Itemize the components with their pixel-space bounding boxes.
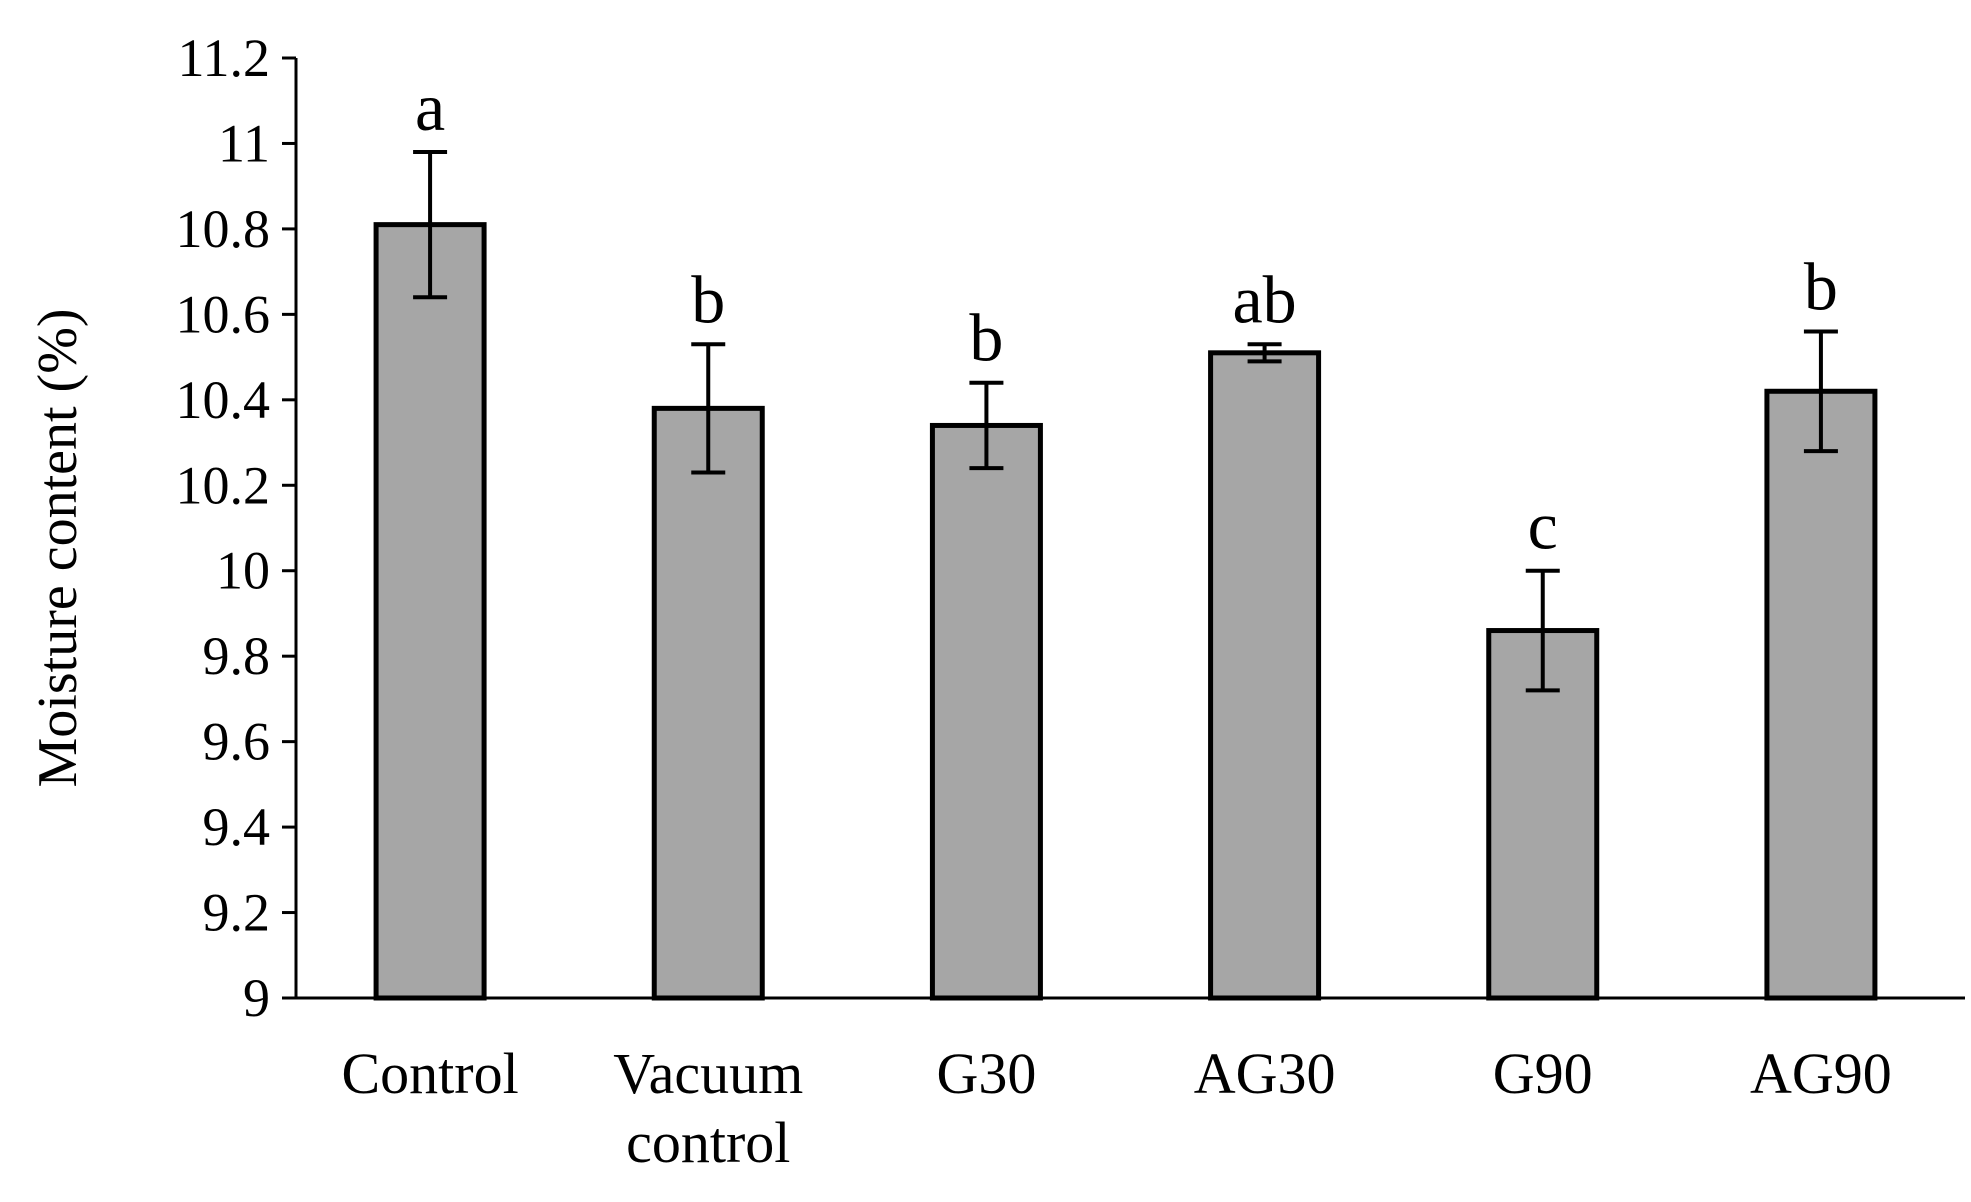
significance-letter: b [691, 261, 725, 337]
x-tick-label: AG90 [1750, 1041, 1892, 1106]
x-tick-label: Vacuum [613, 1041, 803, 1106]
y-tick-label: 10.4 [176, 370, 271, 430]
significance-letter: ab [1232, 261, 1296, 337]
x-tick-label: G90 [1493, 1041, 1593, 1106]
bar [1764, 388, 1878, 1001]
y-tick-label: 10.8 [176, 199, 271, 259]
y-tick-label: 9 [243, 968, 270, 1028]
x-tick-label: AG30 [1194, 1041, 1336, 1106]
y-tick-label: 9.4 [203, 797, 271, 857]
y-axis-ticks: 9 9.2 9.4 9.6 9.8 10 10.2 10.4 10.6 10.8 11 11.2 [176, 28, 296, 1028]
bar [929, 422, 1043, 1001]
y-tick-label: 10.6 [176, 284, 271, 344]
bar [1208, 350, 1322, 1001]
significance-letter: b [969, 300, 1003, 376]
y-tick-label: 9.2 [203, 883, 271, 943]
significance-letter: a [415, 69, 445, 145]
x-tick-label: Control [341, 1041, 518, 1106]
x-tick-label: control [626, 1110, 790, 1175]
y-tick-label: 9.8 [203, 626, 271, 686]
y-tick-label: 10.2 [176, 455, 271, 515]
bar [373, 222, 487, 1001]
y-tick-label: 11 [218, 113, 270, 173]
y-tick-label: 10 [216, 541, 270, 601]
y-axis-title: Moisture content (%) [27, 309, 89, 788]
y-tick-label: 9.6 [203, 712, 271, 772]
significance-letter: b [1804, 248, 1838, 324]
y-tick-label: 11.2 [178, 28, 271, 88]
bar [651, 405, 765, 1001]
x-tick-label: G30 [936, 1041, 1036, 1106]
significance-letter: c [1528, 488, 1558, 564]
